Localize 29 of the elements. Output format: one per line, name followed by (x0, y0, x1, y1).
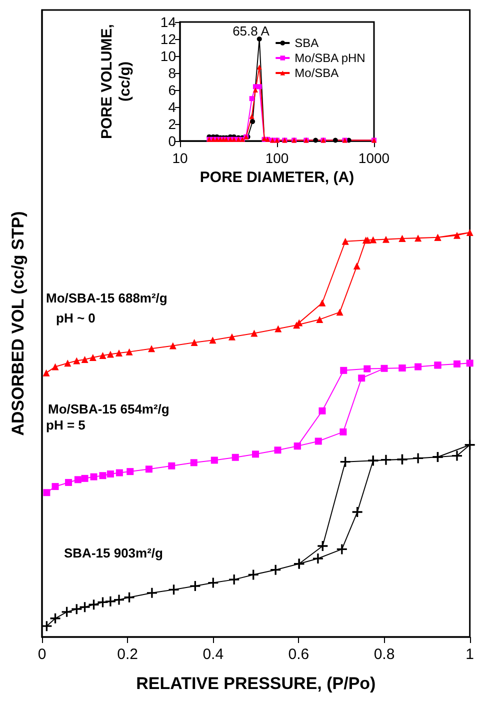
annotation: 65.8 A (232, 24, 270, 38)
x-tick-label: 0.6 (288, 646, 310, 663)
y-axis-title: ADSORBED VOL (cc/g STP) (8, 211, 28, 436)
annotation: pH = 5 (46, 418, 86, 432)
x-tick-label: 1 (466, 646, 474, 663)
annotation: pH ~ 0 (56, 310, 96, 326)
annotation: Mo/SBA-15 654m²/g (48, 402, 170, 416)
legend-label: Mo/SBA pHN (294, 51, 366, 65)
x-tick-label: 0.8 (374, 646, 395, 663)
x-tick-label: 100 (265, 150, 289, 166)
legend-label: SBA (294, 36, 319, 50)
annotation: Mo/SBA-15 688m²/g (46, 290, 168, 306)
annotation: SBA-15 903m²/g (64, 546, 164, 560)
y-tick-label: 10 (160, 48, 176, 64)
y-tick-label: 8 (168, 65, 176, 82)
y-tick-label: 2 (168, 116, 176, 132)
x-tick-label: 0.4 (202, 646, 224, 663)
legend-label: Mo/SBA (294, 66, 339, 80)
y-tick-label: 14 (160, 14, 176, 30)
y-axis-title: PORE VOLUME, (cc/g) (98, 24, 134, 140)
x-tick-label: 0 (38, 646, 46, 663)
y-tick-label: 6 (168, 82, 176, 98)
y-tick-label: 4 (168, 99, 176, 116)
x-axis-title: RELATIVE PRESSURE, (P/Po) (136, 674, 376, 693)
y-tick-label: 12 (160, 31, 176, 48)
x-tick-label: 0.2 (117, 646, 138, 663)
x-axis-title: PORE DIAMETER, (A) (200, 169, 354, 186)
y-tick-label: 0 (168, 133, 176, 150)
x-tick-label: 1000 (358, 150, 390, 166)
